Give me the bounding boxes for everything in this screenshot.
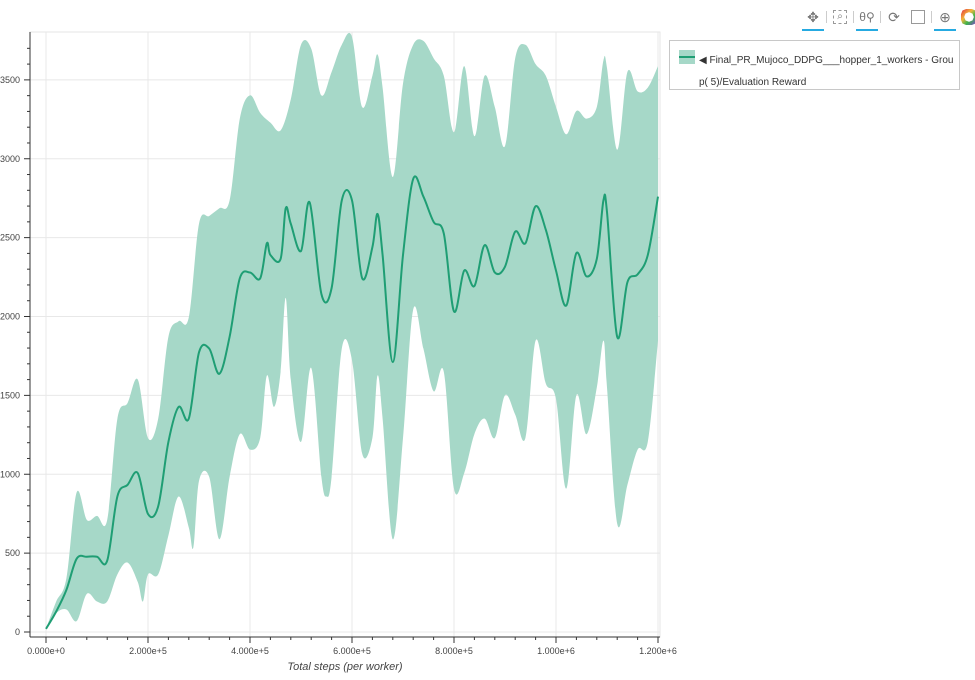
series-mean-line (45, 175, 659, 630)
bokeh-logo-icon (961, 9, 975, 25)
x-tick-label: 2.000e+5 (129, 646, 167, 656)
y-tick-label: 500 (5, 548, 20, 558)
crosshair-icon: ⊕ (939, 8, 951, 25)
y-tick-label: 1000 (0, 469, 20, 479)
toolbar: ✥ ⌕ θ⚲ ⟳ ⊕ (801, 6, 975, 31)
y-tick-label: 1500 (0, 390, 20, 400)
x-tick-label: 6.000e+5 (333, 646, 371, 656)
bokeh-logo[interactable] (957, 6, 975, 28)
y-tick-label: 3500 (0, 75, 20, 85)
y-tick-label: 2500 (0, 233, 20, 243)
legend: ◀ Final_PR_Mujoco_DDPG___hopper_1_worker… (669, 40, 960, 90)
toolbar-divider (931, 11, 932, 23)
axes: 0.000e+0 2.000e+5 4.000e+5 6.000e+5 8.000e+5… (0, 32, 677, 656)
wheel-zoom-icon: θ⚲ (859, 10, 875, 24)
box-zoom-icon: ⌕ (833, 10, 847, 24)
pan-tool[interactable]: ✥ (801, 6, 825, 31)
crosshair-tool[interactable]: ⊕ (933, 6, 957, 31)
x-tick-label: 8.000e+5 (435, 646, 473, 656)
legend-label[interactable]: ◀ Final_PR_Mujoco_DDPG___hopper_1_worker… (699, 55, 954, 88)
legend-swatch[interactable] (679, 50, 695, 64)
pan-icon: ✥ (807, 8, 819, 25)
reset-icon: ⟳ (888, 8, 900, 25)
x-tick-label: 1.200e+6 (639, 646, 677, 656)
y-tick-label: 2000 (0, 312, 20, 322)
toolbar-divider (826, 11, 827, 23)
y-tick-label: 0 (15, 627, 20, 637)
y-tick-label: 3000 (0, 154, 20, 164)
x-tick-label: 4.000e+5 (231, 646, 269, 656)
reset-tool[interactable]: ⟳ (882, 6, 906, 28)
save-tool[interactable] (906, 6, 930, 28)
box-zoom-tool[interactable]: ⌕ (828, 6, 852, 28)
save-icon (911, 10, 925, 24)
x-axis-title: Total steps (per worker) (287, 661, 402, 673)
toolbar-divider (853, 11, 854, 23)
x-tick-label: 0.000e+0 (27, 646, 65, 656)
toolbar-divider (880, 11, 881, 23)
series-band (46, 32, 658, 629)
wheel-zoom-tool[interactable]: θ⚲ (855, 6, 879, 31)
x-tick-label: 1.000e+6 (537, 646, 575, 656)
